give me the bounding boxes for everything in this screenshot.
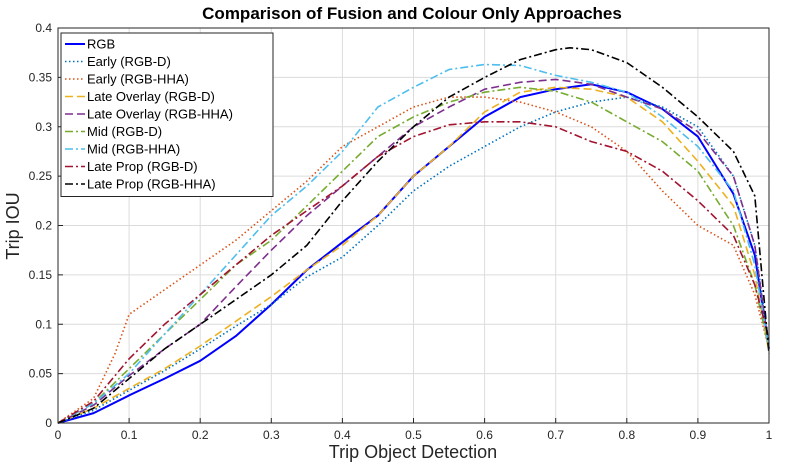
series-line-3 <box>57 86 770 424</box>
x-tick-label: 0.1 <box>121 428 138 442</box>
series-line-6 <box>57 63 770 424</box>
legend-entry: Late Prop (RGB-D) <box>87 159 198 174</box>
legend-entry: Early (RGB-HHA) <box>87 72 189 87</box>
y-tick-label: 0.1 <box>35 317 52 331</box>
y-tick-label: 0 <box>45 416 52 430</box>
y-tick-label: 0.3 <box>35 120 52 134</box>
x-tick-label: 0.4 <box>334 428 351 442</box>
series-lines <box>57 46 770 424</box>
legend-entry: Mid (RGB-D) <box>87 124 162 139</box>
y-tick-label: 0.15 <box>29 268 53 282</box>
series-line-7 <box>57 121 770 424</box>
x-tick-label: 0.6 <box>476 428 493 442</box>
x-tick-label: 0.8 <box>618 428 635 442</box>
series-line-2 <box>57 96 770 424</box>
y-axis-label: Trip IOU <box>3 192 23 259</box>
y-tick-label: 0.4 <box>35 21 52 35</box>
series-line-1 <box>57 96 770 424</box>
series-line-5 <box>57 86 770 424</box>
x-tick-label: 0.9 <box>690 428 707 442</box>
x-tick-label: 0.3 <box>263 428 280 442</box>
x-tick-label: 0.7 <box>547 428 564 442</box>
legend-entry: Early (RGB-D) <box>87 54 171 69</box>
legend-entry: Late Prop (RGB-HHA) <box>87 177 216 192</box>
series-line-8 <box>57 46 770 424</box>
legend-box <box>60 32 274 197</box>
legend-entry: Late Overlay (RGB-HHA) <box>87 107 233 122</box>
legend-entry: Mid (RGB-HHA) <box>87 142 180 157</box>
x-tick-label: 0 <box>55 428 62 442</box>
x-tick-label: 1 <box>766 428 773 442</box>
chart-title: Comparison of Fusion and Colour Only App… <box>202 4 622 23</box>
axis-ticks: 0 0.1 0.2 0.3 0.4 0.5 0.6 0.7 0.8 0.9 1 0 0.05 0.1 0.1… <box>29 21 773 442</box>
y-tick-label: 0.35 <box>29 70 53 84</box>
x-tick-label: 0.2 <box>192 428 209 442</box>
legend-entry: Late Overlay (RGB-D) <box>87 89 215 104</box>
y-tick-label: 0.05 <box>29 367 53 381</box>
x-tick-label: 0.5 <box>405 428 422 442</box>
y-tick-label: 0.25 <box>29 169 53 183</box>
y-tick-label: 0.2 <box>35 219 52 233</box>
legend-entry: RGB <box>87 37 115 52</box>
legend: RGB Early (RGB-D) Early (RGB-HHA) Late Over… <box>60 32 274 197</box>
series-line-4 <box>57 78 770 424</box>
plot-frame <box>57 27 770 424</box>
x-axis-label: Trip Object Detection <box>329 442 497 462</box>
